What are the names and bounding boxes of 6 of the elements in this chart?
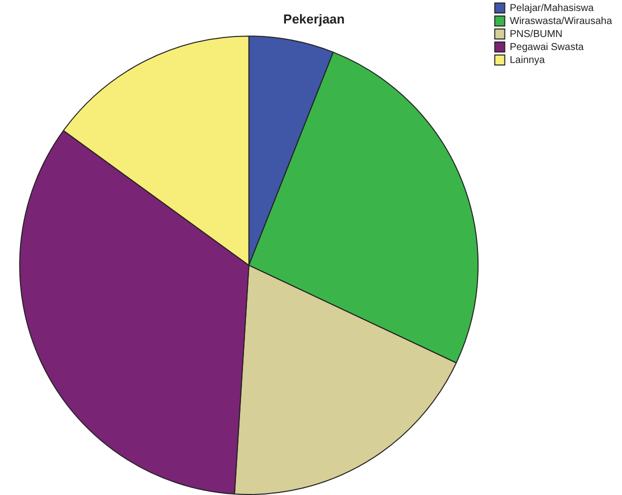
legend-label: Pegawai Swasta (510, 42, 584, 53)
legend-label: Pelajar/Mahasiswa (510, 2, 594, 14)
legend-label: PNS/BUMN (510, 28, 563, 40)
text: Pekerjaan (283, 11, 345, 26)
legend-label: Lainnya (510, 54, 546, 66)
legend-label: Wiraswasta/Wirausaha (510, 16, 612, 27)
